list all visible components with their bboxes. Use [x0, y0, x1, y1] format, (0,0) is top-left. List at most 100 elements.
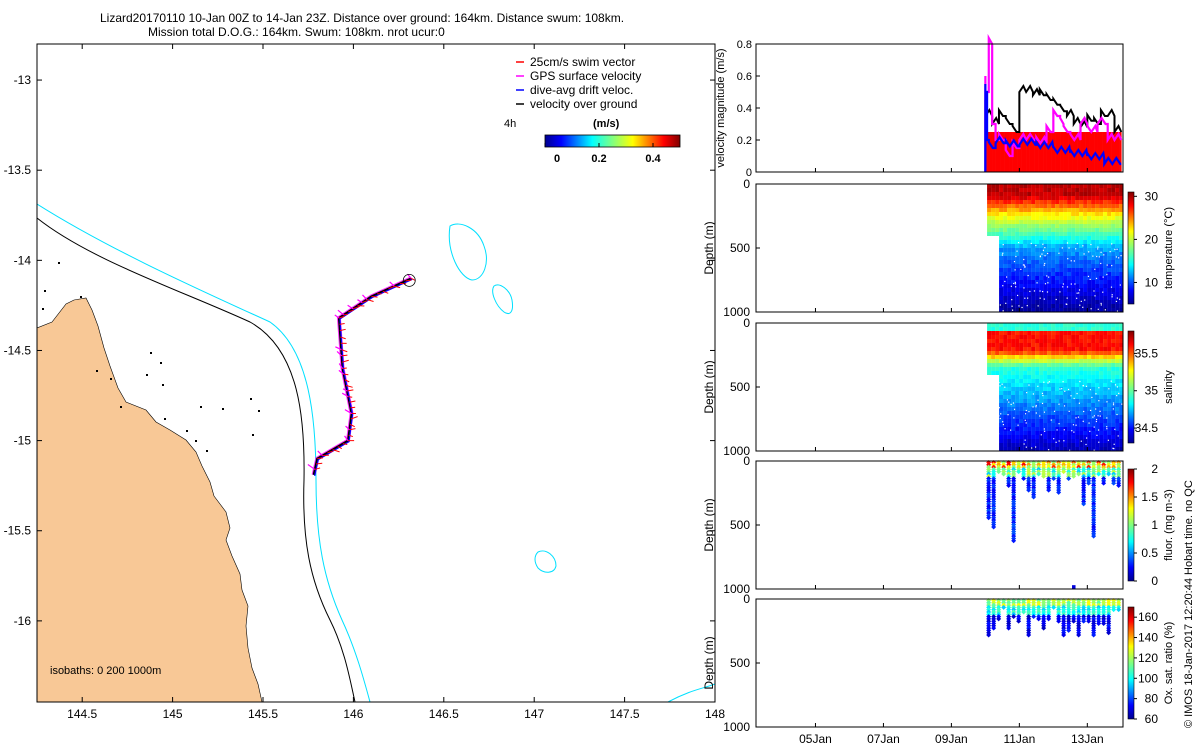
- temperature-cell: [1003, 212, 1008, 216]
- temperature-cell: [1055, 276, 1060, 280]
- salinity-cell: [1103, 431, 1108, 435]
- temperature-cell: [1119, 280, 1124, 284]
- temperature-sample-dot: [1023, 287, 1025, 289]
- salinity-cell: [1035, 383, 1040, 387]
- temperature-sample-dot: [1035, 244, 1037, 247]
- temperature-cell: [1051, 272, 1056, 276]
- fluorescence-sample-point: [1041, 473, 1047, 479]
- temperature-cell: [1047, 296, 1052, 300]
- salinity-cell: [1075, 403, 1080, 407]
- temperature-cell: [1083, 200, 1088, 204]
- salinity-cell: [1039, 399, 1044, 403]
- salinity-sample-dot: [1093, 415, 1095, 417]
- temperature-cell: [1055, 204, 1060, 208]
- salinity-cell: [1079, 447, 1084, 451]
- temperature-cell: [1075, 220, 1080, 224]
- temperature-cell: [1095, 256, 1100, 260]
- salinity-cell: [1055, 347, 1060, 351]
- salinity-cell: [1047, 387, 1052, 391]
- temperature-cell: [1055, 308, 1060, 312]
- temperature-cell: [1003, 200, 1008, 204]
- salinity-cell: [1091, 391, 1096, 395]
- temperature-cell: [1115, 288, 1120, 292]
- temperature-cell: [1051, 200, 1056, 204]
- colorbar-tick-label: 0.4: [645, 153, 661, 165]
- temperature-cell: [1027, 260, 1032, 264]
- salinity-cell: [1019, 339, 1024, 343]
- temperature-cell: [1067, 184, 1072, 188]
- salinity-cell: [1007, 411, 1012, 415]
- temperature-cell: [1019, 220, 1024, 224]
- legend-entry: dive-avg drift veloc.: [530, 83, 633, 97]
- salinity-cell: [1027, 387, 1032, 391]
- temperature-cell: [1027, 184, 1032, 188]
- salinity-cell: [1071, 419, 1076, 423]
- oxygen-sample-point: [1076, 632, 1082, 638]
- salinity-sample-dot: [1053, 410, 1056, 412]
- temperature-cell: [1011, 252, 1016, 256]
- temperature-cell: [1103, 256, 1108, 260]
- salinity-sample-dot: [1041, 392, 1044, 395]
- salinity-cell: [1071, 351, 1076, 355]
- salinity-cell: [1031, 355, 1036, 359]
- temperature-cell: [1023, 252, 1028, 256]
- salinity-cell: [1119, 371, 1124, 375]
- temperature-cell: [1111, 244, 1116, 248]
- salinity-cell: [1015, 435, 1020, 439]
- temperature-cell: [1011, 212, 1016, 216]
- temperature-cell: [1115, 300, 1120, 304]
- salinity-cell: [1011, 367, 1016, 371]
- temperature-cell: [1099, 204, 1104, 208]
- salinity-cell: [1107, 355, 1112, 359]
- salinity-sample-dot: [1080, 440, 1082, 442]
- salinity-cell: [1067, 351, 1072, 355]
- salinity-cell: [1095, 335, 1100, 339]
- salinity-cell: [1075, 339, 1080, 343]
- salinity-cell: [1047, 443, 1052, 447]
- salinity-cell: [1023, 443, 1028, 447]
- salinity-cell: [1111, 447, 1116, 451]
- fluorescence-sample-point: [1076, 471, 1082, 477]
- salinity-cell: [1031, 395, 1036, 399]
- salinity-cell: [1103, 395, 1108, 399]
- temperature-cell: [1051, 280, 1056, 284]
- temperature-cell: [1031, 228, 1036, 232]
- salinity-cell: [1087, 343, 1092, 347]
- salinity-cell: [1051, 351, 1056, 355]
- salinity-cell: [1099, 383, 1104, 387]
- temperature-cell: [1083, 196, 1088, 200]
- temperature-cell: [1023, 204, 1028, 208]
- temperature-cell: [1035, 260, 1040, 264]
- salinity-cell: [991, 331, 996, 335]
- salinity-cell: [991, 339, 996, 343]
- temperature-cell: [1071, 208, 1076, 212]
- salinity-cell: [1087, 439, 1092, 443]
- salinity-cell: [1039, 439, 1044, 443]
- temperature-cell: [1111, 276, 1116, 280]
- temperature-cell: [1027, 308, 1032, 312]
- temperature-cell: [1111, 188, 1116, 192]
- salinity-cell: [1067, 383, 1072, 387]
- temperature-cell: [1007, 188, 1012, 192]
- salinity-cell: [1067, 343, 1072, 347]
- swim-vector-arrow: [343, 313, 348, 316]
- salinity-cell: [1103, 427, 1108, 431]
- temperature-sample-dot: [1116, 297, 1118, 299]
- oxygen-sample-point: [1056, 618, 1062, 624]
- map-x-tick-label: 144.5: [67, 707, 97, 721]
- temperature-cell: [1059, 300, 1064, 304]
- salinity-cell: [1003, 327, 1008, 331]
- temperature-cell: [1063, 212, 1068, 216]
- salinity-cell: [1039, 331, 1044, 335]
- temperature-cell: [1055, 184, 1060, 188]
- salinity-cell: [1055, 371, 1060, 375]
- temperature-cell: [1015, 212, 1020, 216]
- temperature-cell: [1115, 220, 1120, 224]
- gps-vector-arrow: [345, 425, 350, 431]
- temperature-cell: [1039, 240, 1044, 244]
- temperature-cell: [1039, 292, 1044, 296]
- salinity-sample-dot: [1063, 429, 1065, 431]
- temperature-cell: [1067, 240, 1072, 244]
- salinity-cell: [1103, 443, 1108, 447]
- salinity-cell: [1039, 415, 1044, 419]
